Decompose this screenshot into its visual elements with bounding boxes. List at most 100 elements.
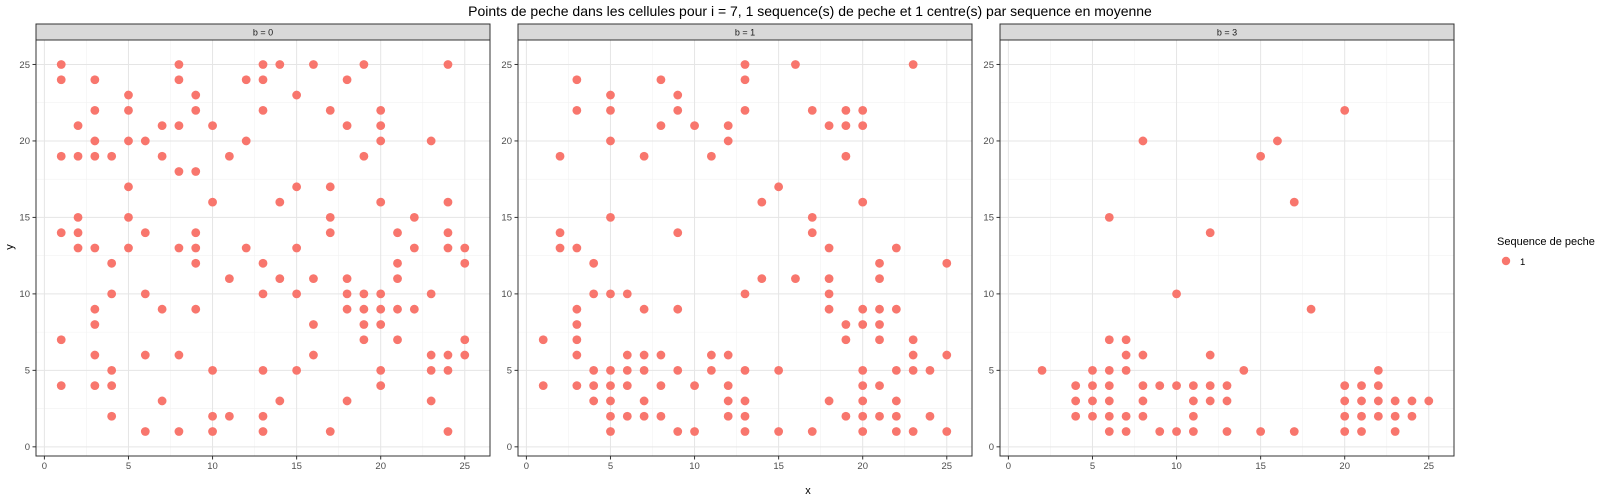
panel-background xyxy=(518,40,972,456)
y-tick-label: 10 xyxy=(501,289,512,300)
data-point xyxy=(908,427,918,436)
data-point xyxy=(1172,427,1181,436)
data-point xyxy=(292,182,302,192)
data-point xyxy=(555,243,565,253)
data-point xyxy=(774,427,784,436)
data-point xyxy=(824,396,834,406)
data-point xyxy=(622,350,632,360)
data-point xyxy=(723,411,733,421)
data-point xyxy=(572,105,582,115)
legend-entry-label: 1 xyxy=(1520,257,1525,268)
data-point xyxy=(908,335,918,345)
data-point xyxy=(673,228,683,238)
data-point xyxy=(656,121,666,131)
data-point xyxy=(622,289,632,299)
data-point xyxy=(107,381,117,391)
data-point xyxy=(90,136,100,146)
data-point xyxy=(606,289,615,299)
facet-strip xyxy=(999,23,1455,41)
data-point xyxy=(1390,396,1400,406)
data-point xyxy=(1088,381,1097,391)
data-point xyxy=(342,75,352,85)
data-point xyxy=(174,75,184,85)
data-point xyxy=(124,90,133,100)
data-point xyxy=(656,350,666,360)
data-point xyxy=(191,258,201,268)
data-point xyxy=(656,411,666,421)
data-point xyxy=(1121,365,1131,375)
data-point xyxy=(275,60,285,69)
y-tick-label: 15 xyxy=(983,213,994,224)
data-point xyxy=(807,213,817,222)
data-point xyxy=(426,350,436,360)
data-point xyxy=(107,365,117,375)
data-point xyxy=(73,121,83,131)
data-point xyxy=(706,365,716,375)
data-point xyxy=(606,396,615,406)
data-point xyxy=(1340,381,1350,391)
data-point xyxy=(673,105,683,115)
data-point xyxy=(723,121,733,131)
data-point xyxy=(325,182,335,192)
data-point xyxy=(572,335,582,345)
data-point xyxy=(740,427,750,436)
data-point xyxy=(841,320,851,329)
data-point xyxy=(124,213,133,222)
data-point xyxy=(589,289,599,299)
data-point xyxy=(258,365,268,375)
data-point xyxy=(157,151,167,161)
chart-title: Points de peche dans les cellules pour i… xyxy=(468,3,1152,19)
data-point xyxy=(824,289,834,299)
data-point xyxy=(1121,427,1131,436)
data-point xyxy=(409,304,419,314)
data-point xyxy=(107,151,117,161)
y-tick-label: 15 xyxy=(19,213,30,224)
data-point xyxy=(673,365,683,375)
data-point xyxy=(191,228,201,238)
data-point xyxy=(639,365,649,375)
data-point xyxy=(342,304,352,314)
data-point xyxy=(589,258,599,268)
data-point xyxy=(673,90,683,100)
data-point xyxy=(90,243,100,253)
data-point xyxy=(875,320,884,329)
data-point xyxy=(1104,213,1114,222)
x-tick-label: 25 xyxy=(1423,461,1434,472)
data-point xyxy=(639,350,649,360)
data-point xyxy=(409,243,419,253)
data-point xyxy=(1121,411,1131,421)
data-point xyxy=(706,350,716,360)
data-point xyxy=(824,121,834,131)
data-point xyxy=(841,411,851,421)
x-tick-label: 0 xyxy=(42,461,47,472)
data-point xyxy=(292,365,302,375)
data-point xyxy=(73,228,83,238)
data-point xyxy=(376,105,386,115)
data-point xyxy=(807,228,817,238)
data-point xyxy=(191,243,201,253)
data-point xyxy=(342,396,352,406)
y-tick-label: 5 xyxy=(989,366,994,377)
x-tick-label: 20 xyxy=(857,461,868,472)
data-point xyxy=(140,289,150,299)
data-point xyxy=(1155,381,1165,391)
data-point xyxy=(858,105,868,115)
data-point xyxy=(891,427,901,436)
data-point xyxy=(740,60,750,69)
facet-strip-label: b = 1 xyxy=(735,28,755,38)
data-point xyxy=(925,411,935,421)
data-point xyxy=(1088,396,1097,406)
data-point xyxy=(208,121,217,131)
data-point xyxy=(309,274,318,283)
data-point xyxy=(639,304,649,314)
data-point xyxy=(309,320,318,329)
data-point xyxy=(1390,427,1400,436)
x-tick-label: 15 xyxy=(773,461,784,472)
data-point xyxy=(426,396,436,406)
x-tick-label: 5 xyxy=(1090,461,1095,472)
data-point xyxy=(258,60,268,69)
data-point xyxy=(191,304,201,314)
data-point xyxy=(606,213,615,222)
data-point xyxy=(376,289,386,299)
